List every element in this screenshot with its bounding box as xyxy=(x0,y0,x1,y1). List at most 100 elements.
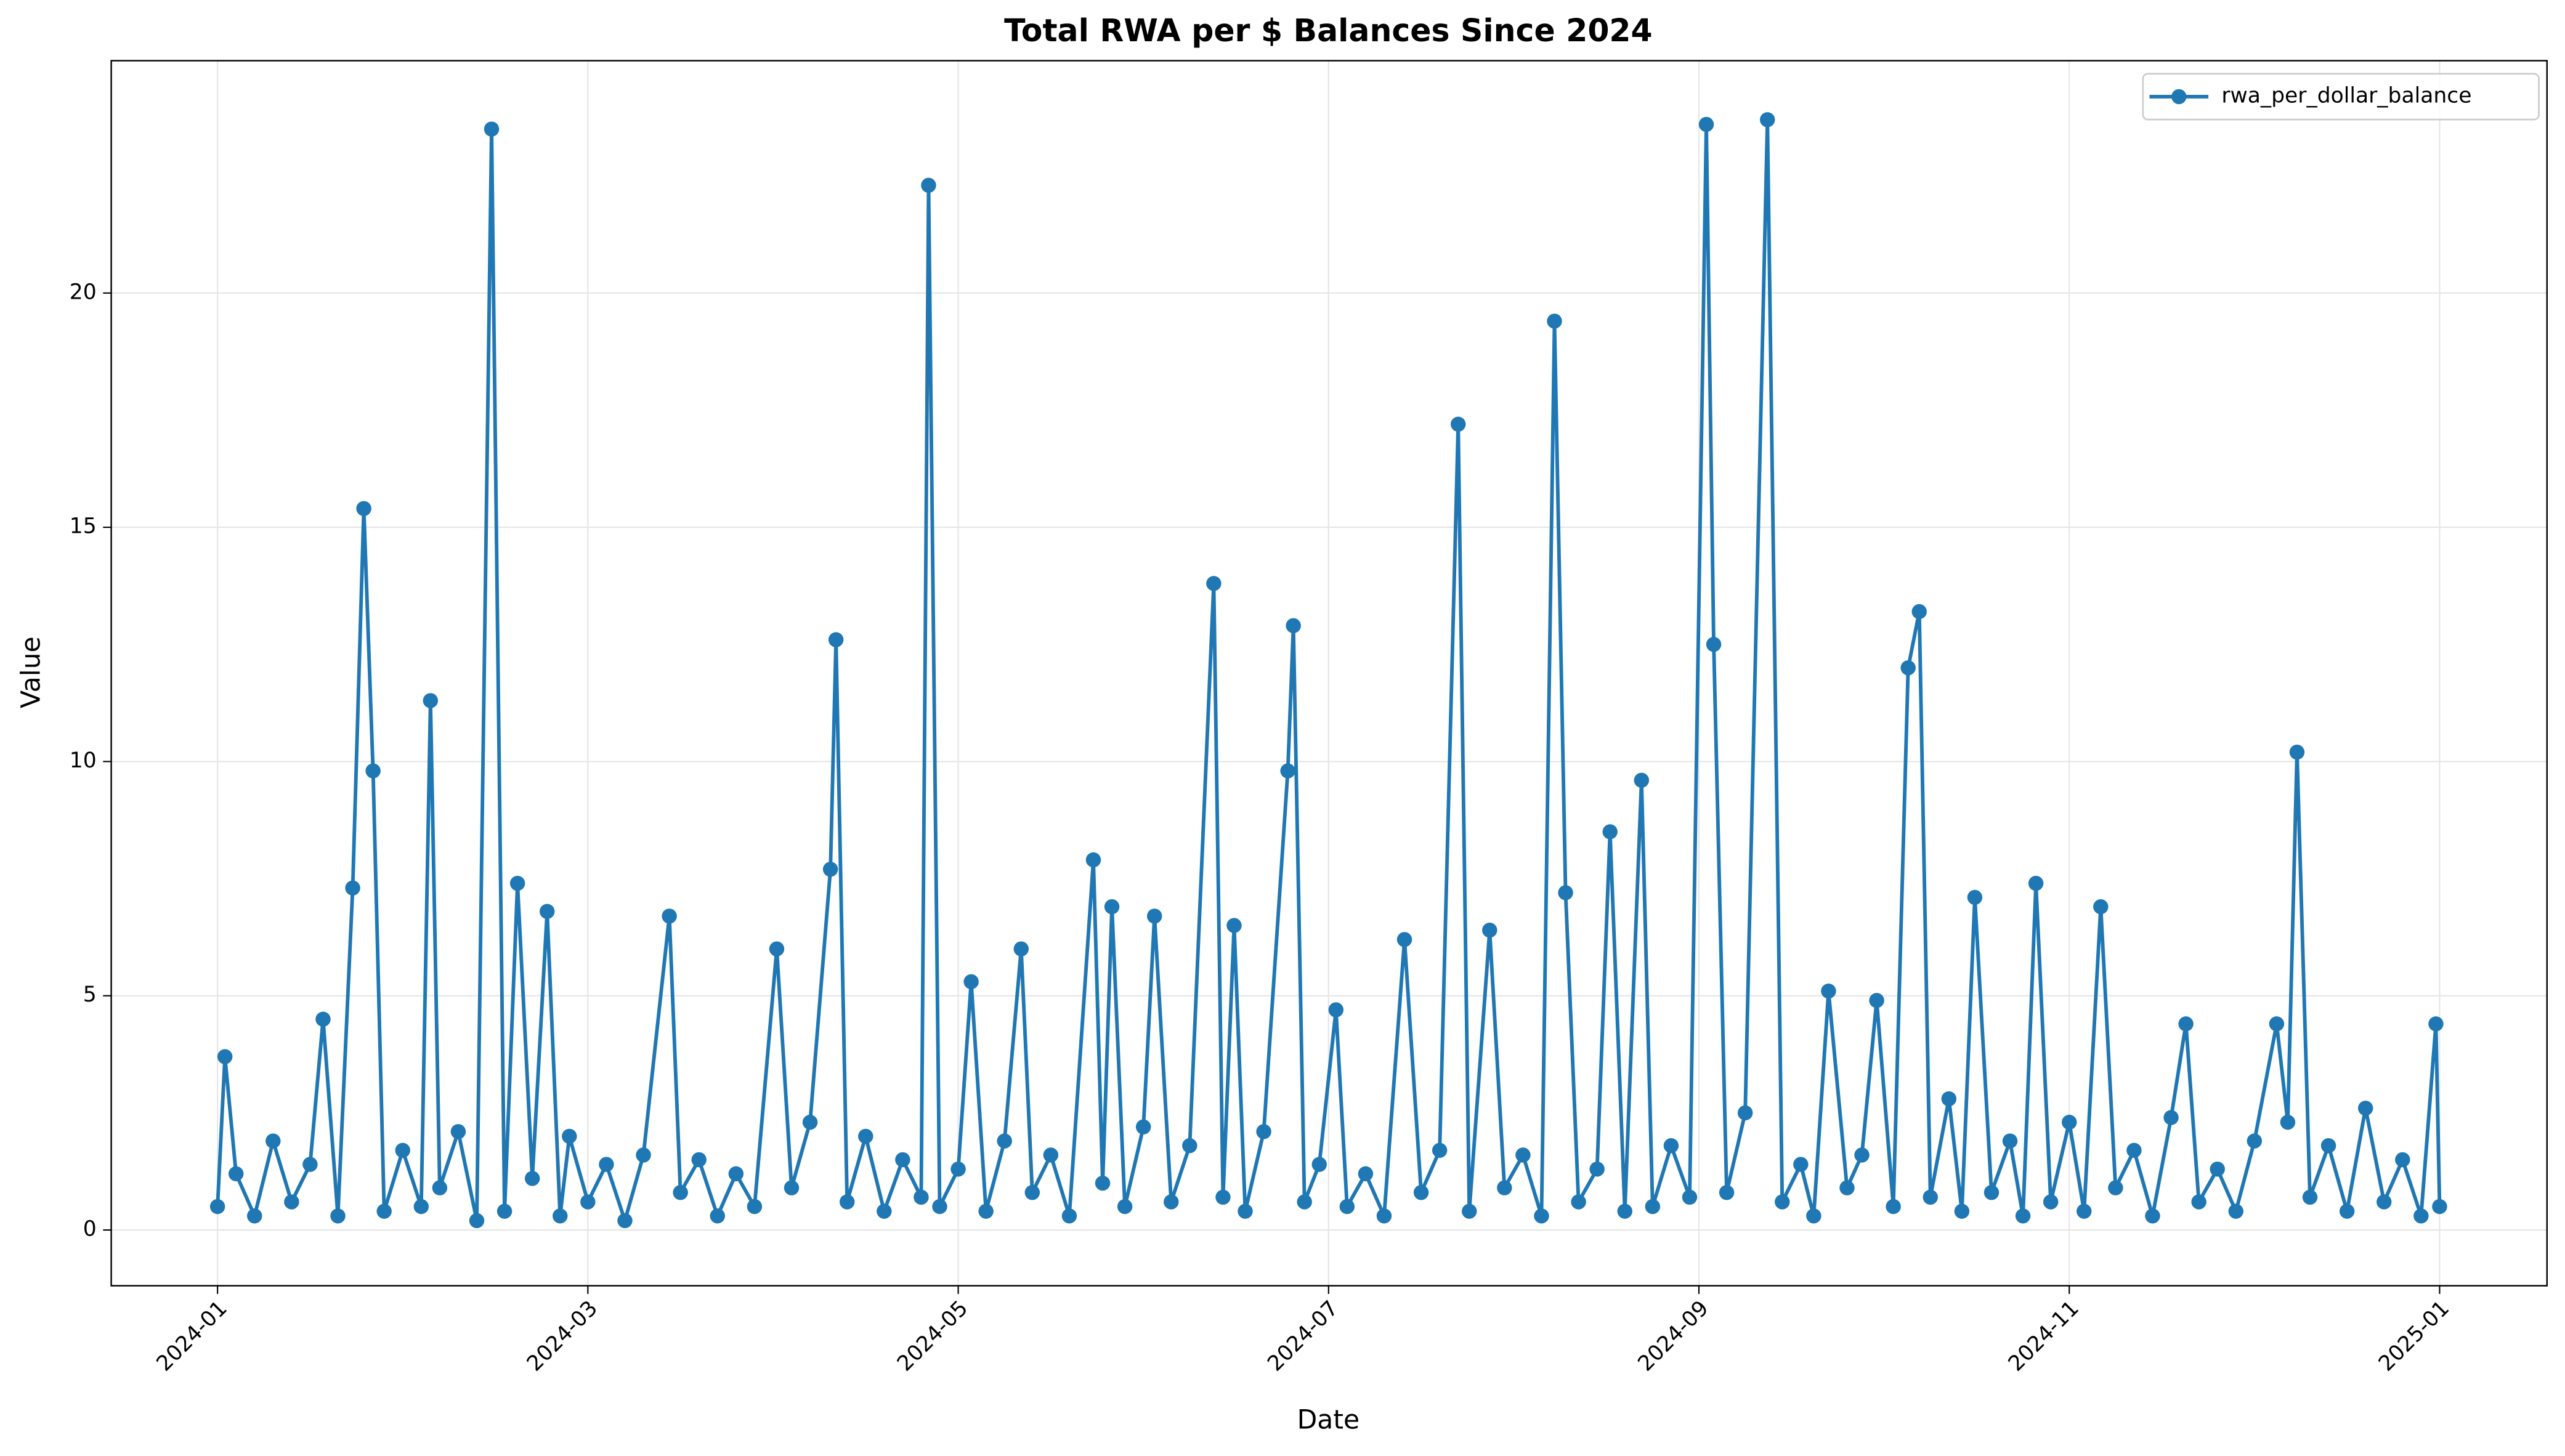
data-point xyxy=(1682,1189,1698,1205)
y-tick-label: 15 xyxy=(70,514,97,539)
chart-title: Total RWA per $ Balances Since 2024 xyxy=(1004,12,1653,49)
data-point xyxy=(2280,1114,2296,1130)
data-point xyxy=(423,693,439,708)
data-point xyxy=(432,1180,448,1195)
data-point xyxy=(2289,744,2305,760)
data-point xyxy=(1698,116,1714,132)
data-point xyxy=(1941,1091,1957,1107)
data-point xyxy=(1095,1175,1111,1191)
data-point xyxy=(2178,1016,2194,1032)
data-point xyxy=(769,941,785,957)
data-line xyxy=(216,118,2442,1223)
data-point xyxy=(822,862,838,877)
data-point xyxy=(1589,1161,1605,1177)
data-point xyxy=(2269,1016,2285,1032)
data-point xyxy=(1164,1194,1179,1210)
data-point xyxy=(2339,1203,2355,1219)
data-point xyxy=(1286,618,1301,634)
y-tick-label: 10 xyxy=(70,748,97,773)
data-point xyxy=(2413,1208,2429,1224)
data-point xyxy=(2432,1199,2447,1215)
y-tick-label: 20 xyxy=(70,280,97,304)
data-point xyxy=(802,1114,818,1130)
data-point xyxy=(1719,1184,1735,1200)
y-axis-label: Value xyxy=(17,636,47,708)
data-point xyxy=(1206,576,1222,591)
data-point xyxy=(315,1011,331,1027)
data-point xyxy=(2015,1208,2031,1224)
data-point xyxy=(858,1128,873,1144)
data-point xyxy=(1534,1208,1549,1224)
data-point xyxy=(2228,1203,2243,1219)
data-point xyxy=(1497,1180,1512,1195)
data-point xyxy=(365,763,381,779)
x-axis-label: Date xyxy=(1297,1405,1360,1435)
data-point xyxy=(1602,824,1618,839)
data-point xyxy=(1226,918,1242,933)
data-point xyxy=(1117,1199,1133,1215)
data-point xyxy=(376,1203,392,1219)
data-point xyxy=(1215,1189,1231,1205)
data-point xyxy=(1900,660,1916,676)
data-point xyxy=(1043,1147,1059,1163)
data-point xyxy=(496,1203,513,1219)
data-point xyxy=(1238,1203,1253,1219)
data-point xyxy=(2077,1203,2092,1219)
data-point xyxy=(710,1208,725,1224)
data-point xyxy=(2002,1133,2018,1149)
data-point xyxy=(1760,112,1775,127)
data-point xyxy=(580,1194,596,1210)
data-point xyxy=(839,1194,855,1210)
y-tick-label: 5 xyxy=(83,982,97,1007)
data-point xyxy=(1775,1194,1790,1210)
data-point xyxy=(2093,899,2109,915)
data-point xyxy=(228,1166,244,1181)
data-point xyxy=(1737,1105,1753,1121)
data-point xyxy=(895,1152,910,1168)
data-point xyxy=(963,974,979,990)
data-point xyxy=(1104,899,1120,915)
data-point xyxy=(2108,1180,2123,1195)
data-point xyxy=(1558,885,1573,900)
data-point xyxy=(828,632,844,647)
x-tick-label: 2024-03 xyxy=(522,1296,602,1376)
x-tick-label: 2024-07 xyxy=(1263,1296,1343,1376)
data-point xyxy=(2428,1016,2444,1032)
data-point xyxy=(2302,1189,2318,1205)
data-point xyxy=(1358,1166,1374,1181)
data-point xyxy=(1376,1208,1392,1224)
data-point xyxy=(1061,1208,1077,1224)
data-point xyxy=(395,1143,410,1158)
data-point xyxy=(2395,1152,2410,1168)
data-point xyxy=(877,1203,892,1219)
data-point xyxy=(1547,313,1562,329)
data-point xyxy=(562,1128,577,1144)
data-point xyxy=(1571,1194,1586,1210)
data-point xyxy=(2043,1194,2059,1210)
data-point xyxy=(921,177,936,193)
data-point xyxy=(1280,763,1295,779)
legend: rwa_per_dollar_balance xyxy=(2142,73,2540,121)
data-point xyxy=(2062,1114,2077,1130)
x-tick-label: 2025-01 xyxy=(2374,1296,2454,1376)
y-tick-label: 0 xyxy=(83,1217,97,1242)
legend-marker xyxy=(2171,89,2187,105)
data-point xyxy=(747,1199,763,1215)
data-point xyxy=(247,1208,262,1224)
data-point xyxy=(784,1180,800,1195)
data-point xyxy=(932,1199,947,1215)
legend-label: rwa_per_dollar_balance xyxy=(2221,83,2471,108)
data-point xyxy=(2210,1161,2225,1177)
x-tick-label: 2024-01 xyxy=(152,1296,232,1376)
data-point xyxy=(1024,1184,1040,1200)
data-point xyxy=(1432,1143,1448,1158)
data-point xyxy=(1328,1002,1344,1017)
data-point xyxy=(1886,1199,1901,1215)
data-point xyxy=(662,908,677,924)
data-point xyxy=(2163,1110,2179,1125)
data-point xyxy=(1645,1199,1661,1215)
data-point xyxy=(330,1208,346,1224)
data-point xyxy=(1967,889,1983,905)
data-point xyxy=(1339,1199,1355,1215)
